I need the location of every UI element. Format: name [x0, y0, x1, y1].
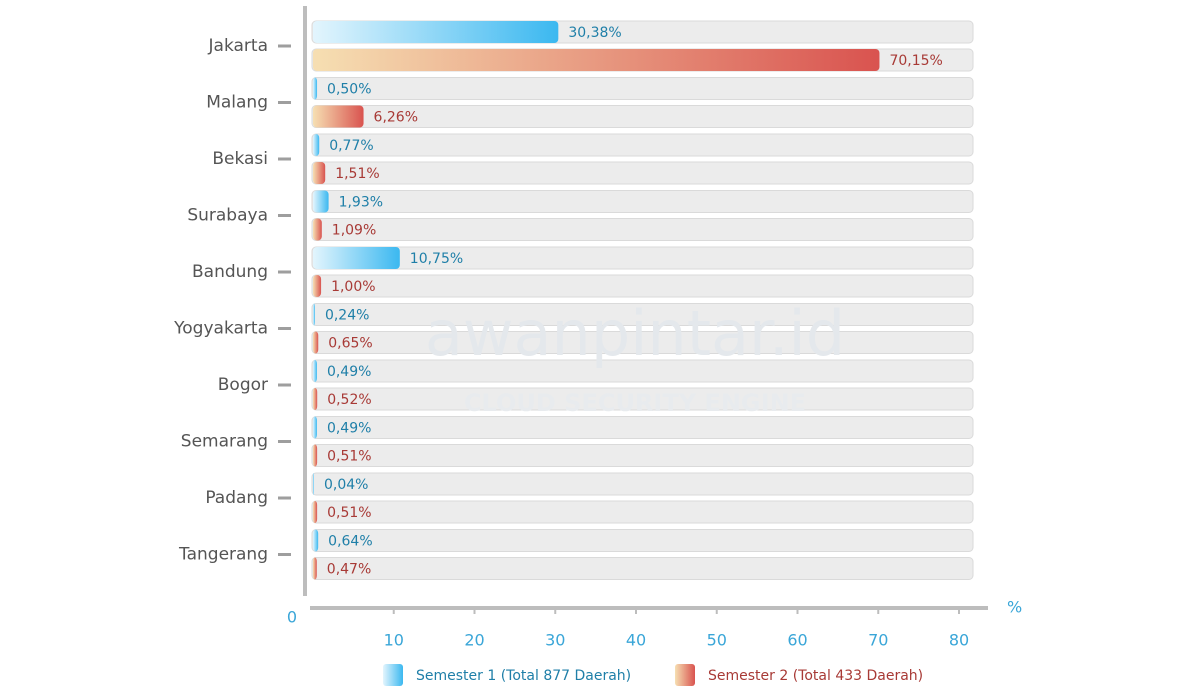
x-tick-label: 80 — [949, 631, 969, 650]
x-tick-label: 30 — [545, 631, 565, 650]
bar-track — [311, 529, 974, 552]
bar — [313, 190, 329, 213]
value-label: 1,93% — [339, 195, 383, 211]
value-label: 0,49% — [327, 364, 371, 380]
bar-track — [311, 303, 974, 326]
watermark-brand: awanpintar.id — [425, 297, 845, 370]
x-tick-label: 10 — [384, 631, 404, 650]
bar — [313, 21, 559, 43]
bar — [313, 501, 318, 523]
legend-label: Semester 2 (Total 433 Daerah) — [708, 668, 923, 684]
value-label: 30,38% — [568, 25, 621, 41]
bar-track — [311, 190, 974, 213]
bar-track — [311, 500, 974, 524]
y-tick-label: Yogyakarta — [173, 319, 268, 339]
y-tick-label: Surabaya — [187, 206, 268, 226]
bar-track — [311, 105, 974, 128]
bar — [313, 416, 317, 439]
x-tick-label: 40 — [626, 631, 646, 650]
value-label: 0,04% — [324, 477, 368, 493]
x-tick-label: 0 — [287, 608, 297, 627]
bar — [313, 49, 880, 71]
bar — [313, 444, 318, 467]
bar-track — [311, 133, 974, 157]
bar-track — [311, 557, 974, 580]
bar-track — [311, 472, 974, 496]
value-label: 0,47% — [327, 562, 371, 578]
value-label: 1,00% — [331, 279, 375, 295]
value-label: 0,65% — [328, 336, 372, 352]
bar — [313, 331, 319, 354]
bar-track — [311, 387, 974, 411]
y-tick-label: Padang — [205, 488, 268, 508]
y-tick-label: Jakarta — [208, 36, 268, 56]
legend-label: Semester 1 (Total 877 Daerah) — [416, 668, 631, 684]
watermark-tagline: CLOUD SECURITY ENGINE — [464, 389, 806, 417]
bar — [313, 134, 320, 156]
value-label: 0,51% — [327, 449, 371, 465]
legend-swatch — [383, 664, 403, 686]
y-tick-label: Bandung — [192, 262, 268, 282]
value-label: 70,15% — [889, 53, 942, 69]
bar-track — [311, 161, 974, 185]
bar — [313, 303, 315, 326]
bar — [313, 77, 318, 100]
value-label: 0,24% — [325, 308, 369, 324]
value-label: 0,49% — [327, 421, 371, 437]
x-tick-label: 50 — [707, 631, 727, 650]
x-tick-label: 70 — [868, 631, 888, 650]
bar-track — [311, 246, 974, 270]
y-tick-label: Malang — [206, 93, 268, 113]
bar-track — [311, 331, 974, 354]
value-label: 6,26% — [374, 110, 418, 126]
value-label: 0,50% — [327, 82, 371, 98]
value-label: 0,51% — [327, 505, 371, 521]
bar — [313, 557, 317, 580]
bar — [313, 105, 364, 128]
bar — [313, 529, 319, 552]
value-label: 0,64% — [328, 534, 372, 550]
x-tick-label: 20 — [464, 631, 484, 650]
y-tick-label: Semarang — [181, 432, 268, 452]
legend-swatch — [675, 664, 695, 686]
x-axis-unit: % — [1007, 598, 1022, 617]
value-label: 0,52% — [327, 392, 371, 408]
value-label: 1,51% — [335, 166, 379, 182]
bar-track — [311, 416, 974, 439]
y-tick-label: Tangerang — [178, 545, 268, 565]
bar — [313, 247, 400, 269]
value-label: 1,09% — [332, 223, 376, 239]
bar-track — [311, 359, 974, 383]
bar — [313, 275, 322, 297]
y-tick-label: Bekasi — [212, 149, 268, 169]
value-label: 10,75% — [410, 251, 463, 267]
bar — [313, 388, 318, 410]
bar-track — [311, 444, 974, 467]
bar-track — [311, 218, 974, 241]
bar-track — [311, 274, 974, 298]
bar — [313, 162, 326, 184]
bar — [313, 473, 314, 495]
bar-track — [311, 77, 974, 100]
x-tick-label: 60 — [787, 631, 807, 650]
bar — [313, 360, 317, 382]
value-label: 0,77% — [329, 138, 373, 154]
y-tick-label: Bogor — [218, 375, 268, 395]
bar — [313, 218, 322, 241]
